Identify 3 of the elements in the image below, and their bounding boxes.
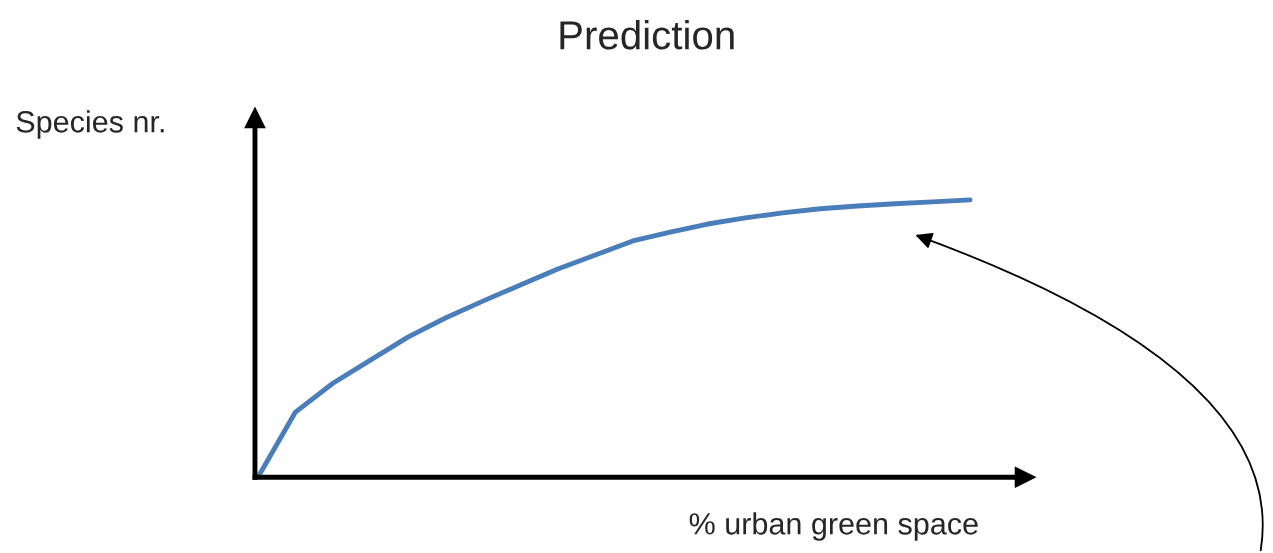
y-axis-title: Species nr. bbox=[16, 110, 164, 139]
chart-title: Prediction bbox=[560, 19, 734, 50]
x-axis-title: % urban green space bbox=[689, 512, 978, 541]
